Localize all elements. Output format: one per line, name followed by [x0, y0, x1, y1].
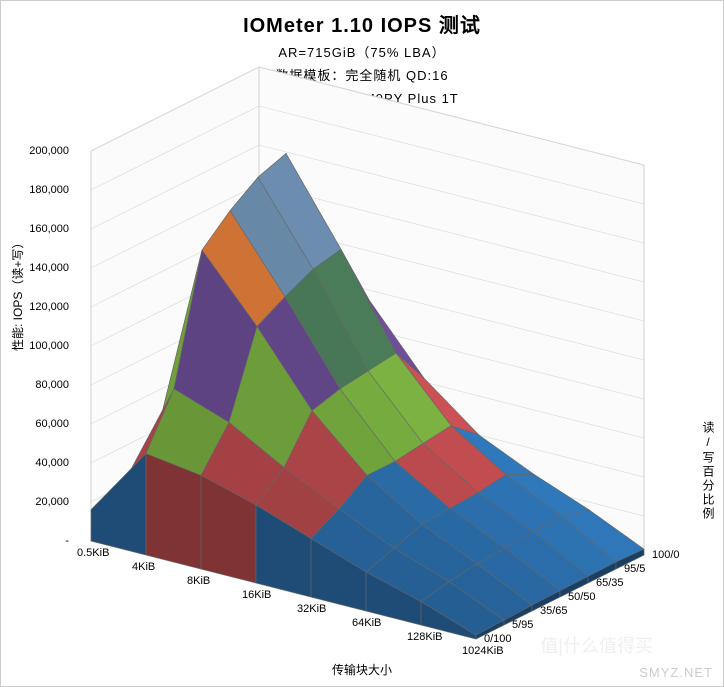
- x-tick: 64KiB: [352, 617, 381, 629]
- y-tick: 200,000: [19, 145, 69, 157]
- watermark-cn: 值|什么值得买: [540, 632, 653, 658]
- z-tick: 5/95: [512, 619, 533, 631]
- x-tick: 1024KiB: [462, 645, 504, 657]
- z-tick: 65/35: [596, 577, 624, 589]
- y-tick: 160,000: [19, 223, 69, 235]
- y-tick: -: [19, 535, 69, 547]
- y-tick: 180,000: [19, 184, 69, 196]
- y-tick: 40,000: [19, 457, 69, 469]
- chart-container: IOMeter 1.10 IOPS 测试 AR=715GiB（75% LBA） …: [0, 0, 724, 687]
- z-tick: 50/50: [568, 591, 596, 603]
- x-tick: 32KiB: [297, 603, 326, 615]
- z-tick: 100/0: [652, 549, 680, 561]
- z-tick: 95/5: [624, 563, 645, 575]
- x-tick: 8KiB: [187, 575, 210, 587]
- x-tick: 128KiB: [407, 631, 442, 643]
- watermark-en: SMYZ.NET: [639, 665, 713, 680]
- y-tick: 100,000: [19, 340, 69, 352]
- x-tick: 0.5KiB: [77, 547, 109, 559]
- x-tick: 16KiB: [242, 589, 271, 601]
- y-tick: 60,000: [19, 418, 69, 430]
- z-tick: 35/65: [540, 605, 568, 617]
- y-tick: 80,000: [19, 379, 69, 391]
- y-tick: 120,000: [19, 301, 69, 313]
- x-tick: 4KiB: [132, 561, 155, 573]
- y-tick: 140,000: [19, 262, 69, 274]
- z-tick: 0/100: [484, 633, 512, 645]
- y-tick: 20,000: [19, 496, 69, 508]
